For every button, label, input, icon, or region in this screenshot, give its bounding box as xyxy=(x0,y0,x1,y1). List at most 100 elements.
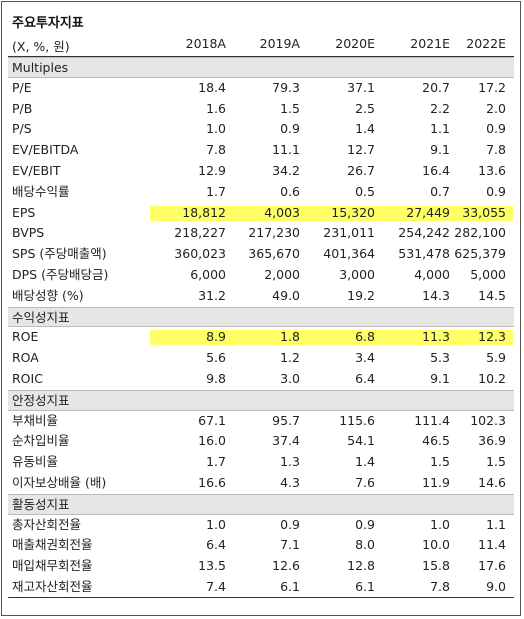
cell-value: 14.6 xyxy=(478,474,506,490)
cell-value: 0.9 xyxy=(355,516,375,532)
column-header: 2021E xyxy=(410,36,450,51)
section-header-row: 안정성지표 xyxy=(8,389,514,411)
cell-value: 10.2 xyxy=(478,370,506,386)
column-header-row: (X, %, 원) 2018A 2019A 2020E 2021E 2022E xyxy=(8,36,514,56)
cell-value: 15.8 xyxy=(422,558,450,574)
table-row: 매출채권회전율 6.4 7.1 8.0 10.0 11.4 xyxy=(8,535,514,556)
row-label: 순차입비율 xyxy=(12,433,70,449)
cell-value: 54.1 xyxy=(347,433,375,449)
cell-value: 2.0 xyxy=(486,100,506,116)
cell-value: 16.0 xyxy=(198,433,226,449)
cell-value: 49.0 xyxy=(272,287,300,303)
cell-value: 11.9 xyxy=(422,474,450,490)
cell-value: 12.3 xyxy=(478,329,506,345)
cell-value: 1.0 xyxy=(206,121,226,137)
cell-value: 36.9 xyxy=(478,433,506,449)
cell-value: 1.5 xyxy=(430,454,450,470)
cell-value: 11.4 xyxy=(478,537,506,553)
row-label: P/S xyxy=(12,121,32,137)
cell-value: 1.0 xyxy=(206,516,226,532)
cell-value: 1.4 xyxy=(355,454,375,470)
cell-value: 31.2 xyxy=(198,287,226,303)
cell-value: 6.4 xyxy=(206,537,226,553)
cell-value: 67.1 xyxy=(198,412,226,428)
cell-value: 12.8 xyxy=(347,558,375,574)
cell-value: 14.5 xyxy=(478,287,506,303)
section-header-row: 수익성지표 xyxy=(8,306,514,328)
cell-value: 0.5 xyxy=(355,183,375,199)
row-label: 부채비율 xyxy=(12,412,59,428)
table-row: 순차입비율 16.0 37.4 54.1 46.5 36.9 xyxy=(8,431,514,452)
row-label: EPS xyxy=(12,204,36,220)
cell-value: 401,364 xyxy=(323,246,375,262)
cell-value: 5.9 xyxy=(486,350,506,366)
cell-value: 360,023 xyxy=(174,246,226,262)
row-label: EV/EBIT xyxy=(12,162,61,178)
cell-value: 7.8 xyxy=(430,578,450,594)
section-header-row: Multiples xyxy=(8,57,514,78)
cell-value: 26.7 xyxy=(347,162,375,178)
section-label: 안정성지표 xyxy=(12,392,70,408)
cell-value: 12.6 xyxy=(272,558,300,574)
section-label: Multiples xyxy=(12,60,69,75)
table-row: P/B 1.6 1.5 2.5 2.2 2.0 xyxy=(8,99,514,120)
cell-value: 5.6 xyxy=(206,350,226,366)
table-row: DPS (주당배당금) 6,000 2,000 3,000 4,000 5,000 xyxy=(8,265,514,286)
cell-value: 27,449 xyxy=(406,204,450,220)
row-label: ROA xyxy=(12,350,39,366)
cell-value: 625,379 xyxy=(454,246,506,262)
section-label: 수익성지표 xyxy=(12,309,70,325)
cell-value: 8.0 xyxy=(355,537,375,553)
table-row: ROIC 9.8 3.0 6.4 9.1 10.2 xyxy=(8,369,514,390)
cell-value: 1.7 xyxy=(206,454,226,470)
row-label: BVPS xyxy=(12,225,45,241)
cell-value: 2,000 xyxy=(264,266,300,282)
cell-value: 0.9 xyxy=(486,121,506,137)
cell-value: 1.5 xyxy=(486,454,506,470)
table-row: ROA 5.6 1.2 3.4 5.3 5.9 xyxy=(8,348,514,369)
row-label: 재고자산회전율 xyxy=(12,578,93,594)
cell-value: 9.0 xyxy=(486,578,506,594)
cell-value: 1.5 xyxy=(280,100,300,116)
cell-value: 7.4 xyxy=(206,578,226,594)
cell-value: 217,230 xyxy=(248,225,300,241)
cell-value: 7.1 xyxy=(280,537,300,553)
row-label: 유동비율 xyxy=(12,454,59,470)
cell-value: 0.7 xyxy=(430,183,450,199)
cell-value: 2.5 xyxy=(355,100,375,116)
cell-value: 6.4 xyxy=(355,370,375,386)
table-row: 총자산회전율 1.0 0.9 0.9 1.0 1.1 xyxy=(8,515,514,536)
cell-value: 3,000 xyxy=(339,266,375,282)
row-label: 매입채무회전율 xyxy=(12,558,93,574)
table-row: SPS (주당매출액) 360,023 365,670 401,364 531,478 6… xyxy=(8,244,514,265)
cell-value: 0.9 xyxy=(486,183,506,199)
cell-value: 16.6 xyxy=(198,474,226,490)
cell-value: 1.7 xyxy=(206,183,226,199)
header-divider xyxy=(8,56,514,57)
cell-value: 111.4 xyxy=(414,412,450,428)
cell-value: 34.2 xyxy=(272,162,300,178)
column-header: 2019A xyxy=(259,36,300,51)
row-label: DPS (주당배당금) xyxy=(12,266,109,282)
cell-value: 3.0 xyxy=(280,370,300,386)
row-label: 이자보상배율 (배) xyxy=(12,474,107,490)
cell-value: 15,320 xyxy=(331,204,375,220)
cell-value: 6.8 xyxy=(355,329,375,345)
table-row: EPS 18,812 4,003 15,320 27,449 33,055 xyxy=(8,203,514,224)
table-row: 부채비율 67.1 95.7 115.6 111.4 102.3 xyxy=(8,411,514,432)
table-row: P/S 1.0 0.9 1.4 1.1 0.9 xyxy=(8,119,514,140)
unit-label: (X, %, 원) xyxy=(12,39,70,54)
row-label: SPS (주당매출액) xyxy=(12,246,107,262)
cell-value: 1.3 xyxy=(280,454,300,470)
cell-value: 1.8 xyxy=(280,329,300,345)
row-label: 매출채권회전율 xyxy=(12,537,93,553)
table-row: 이자보상배율 (배) 16.6 4.3 7.6 11.9 14.6 xyxy=(8,473,514,494)
cell-value: 7.6 xyxy=(355,474,375,490)
table-row: ROE 8.9 1.8 6.8 11.3 12.3 xyxy=(8,327,514,348)
section-label: 활동성지표 xyxy=(12,496,70,512)
cell-value: 1.0 xyxy=(430,516,450,532)
cell-value: 5.3 xyxy=(430,350,450,366)
cell-value: 1.2 xyxy=(280,350,300,366)
row-highlight xyxy=(150,205,513,221)
